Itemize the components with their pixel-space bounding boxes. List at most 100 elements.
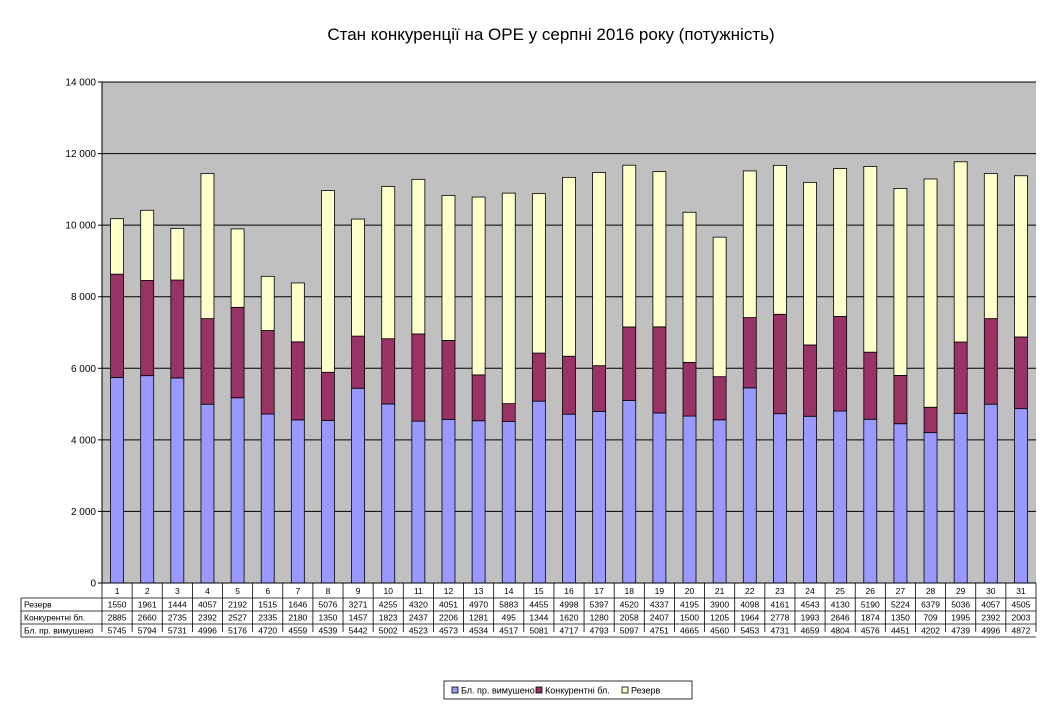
bar-segment <box>381 403 396 584</box>
category-label: 20 <box>685 586 695 596</box>
bar-segment <box>622 164 637 328</box>
bar-segment <box>471 374 486 422</box>
category-label: 15 <box>534 586 544 596</box>
table-row-label: Бл. пр. вимушено <box>24 626 94 636</box>
data-value-label: 2778 <box>770 613 789 623</box>
data-value-label: 4731 <box>770 626 789 636</box>
bar-segment <box>863 351 878 420</box>
data-value-label: 4161 <box>770 600 789 610</box>
bar-segment <box>230 306 245 399</box>
bar-segment <box>803 181 817 346</box>
bar-segment <box>140 375 155 584</box>
data-value-label: 1281 <box>469 613 488 623</box>
bar-segment <box>742 170 757 318</box>
data-value-label: 4520 <box>620 600 639 610</box>
data-value-label: 4576 <box>861 626 880 636</box>
data-value-label: 4320 <box>409 600 428 610</box>
bar-segment <box>321 190 335 373</box>
data-value-label: 1205 <box>710 613 729 623</box>
category-label: 28 <box>926 586 936 596</box>
data-value-label: 709 <box>923 613 937 623</box>
bar-segment <box>592 411 607 584</box>
bar-segment <box>742 387 757 584</box>
category-label: 12 <box>444 586 454 596</box>
bar-segment <box>562 413 576 584</box>
bar-segment <box>652 326 667 414</box>
category-label: 22 <box>745 586 755 596</box>
data-value-label: 1964 <box>740 613 759 623</box>
data-value-label: 4337 <box>650 600 669 610</box>
bar-segment <box>290 419 305 584</box>
legend-swatch <box>535 686 543 694</box>
category-label: 3 <box>175 586 180 596</box>
bar-segment <box>773 313 787 415</box>
data-value-label: 4996 <box>198 626 217 636</box>
y-tick-label: 2 000 <box>71 507 96 518</box>
y-tick-label: 14 000 <box>65 78 96 89</box>
y-tick-label: 8 000 <box>71 292 96 303</box>
bar-segment <box>682 415 697 584</box>
bar-segment <box>1014 175 1028 338</box>
category-label: 18 <box>625 586 635 596</box>
bar-segment <box>260 330 275 415</box>
bar-segment <box>471 196 486 376</box>
bar-segment <box>712 419 727 584</box>
bar-segment <box>501 403 516 422</box>
data-value-label: 4720 <box>258 626 277 636</box>
data-value-label: 5883 <box>499 600 518 610</box>
bar-segment <box>200 318 215 405</box>
bar-segment <box>983 403 998 584</box>
legend-label: Конкурентні бл. <box>545 686 610 696</box>
y-tick-label: 4 000 <box>71 435 96 446</box>
data-value-label: 5453 <box>740 626 759 636</box>
data-value-label: 5442 <box>349 626 368 636</box>
data-value-label: 4202 <box>921 626 940 636</box>
data-value-label: 1457 <box>349 613 368 623</box>
data-value-label: 1620 <box>560 613 579 623</box>
data-value-label: 2660 <box>138 613 157 623</box>
bar-segment <box>260 275 275 331</box>
y-tick-label: 10 000 <box>65 221 96 232</box>
data-value-label: 4517 <box>499 626 518 636</box>
bar-segment <box>110 273 124 378</box>
bar-segment <box>441 195 456 341</box>
y-axis-ticks: 0 2 000 4 000 6 000 8 000 10 000 12 000 14 000 <box>65 78 102 590</box>
category-label: 16 <box>564 586 574 596</box>
data-value-label: 4505 <box>1011 600 1030 610</box>
chart-title: Стан конкуренції на ОРЕ у серпні 2016 ро… <box>327 25 774 44</box>
bar-segment <box>290 341 305 421</box>
data-value-label: 4255 <box>379 600 398 610</box>
data-value-label: 2206 <box>439 613 458 623</box>
category-label: 9 <box>356 586 361 596</box>
data-value-label: 5794 <box>138 626 157 636</box>
category-label: 1 <box>115 586 120 596</box>
bar-segment <box>200 403 215 584</box>
bar-segment <box>1014 336 1028 410</box>
bar-segment <box>592 172 607 367</box>
bar-segment <box>140 280 155 377</box>
category-label: 14 <box>504 586 514 596</box>
bar-segment <box>983 318 998 405</box>
category-label: 5 <box>235 586 240 596</box>
bar-segment <box>170 227 185 281</box>
bar-segment <box>652 412 667 584</box>
bar-segment <box>923 178 938 408</box>
data-value-label: 4534 <box>469 626 488 636</box>
data-value-label: 4451 <box>891 626 910 636</box>
legend-box <box>443 680 693 700</box>
category-label: 25 <box>835 586 845 596</box>
data-value-label: 1823 <box>379 613 398 623</box>
bar-segment <box>290 282 305 343</box>
bar-segment <box>562 355 576 415</box>
data-value-label: 4195 <box>680 600 699 610</box>
bar-segment <box>230 397 245 584</box>
y-tick-label: 0 <box>90 579 96 590</box>
bar-segment <box>773 164 787 315</box>
data-table: 1 2 3 4 5 6 7 8 9 10 11 12 13 14 15 16 17 18 19 20 21 22 23 24 2… <box>20 583 1037 638</box>
category-label: 23 <box>775 586 785 596</box>
legend: Бл. пр. вимушено Конкурентні бл. Резерв <box>443 680 693 700</box>
bar-segment <box>893 423 908 584</box>
category-label: 19 <box>655 586 665 596</box>
data-value-label: 2392 <box>981 613 1000 623</box>
data-value-label: 1646 <box>288 600 307 610</box>
